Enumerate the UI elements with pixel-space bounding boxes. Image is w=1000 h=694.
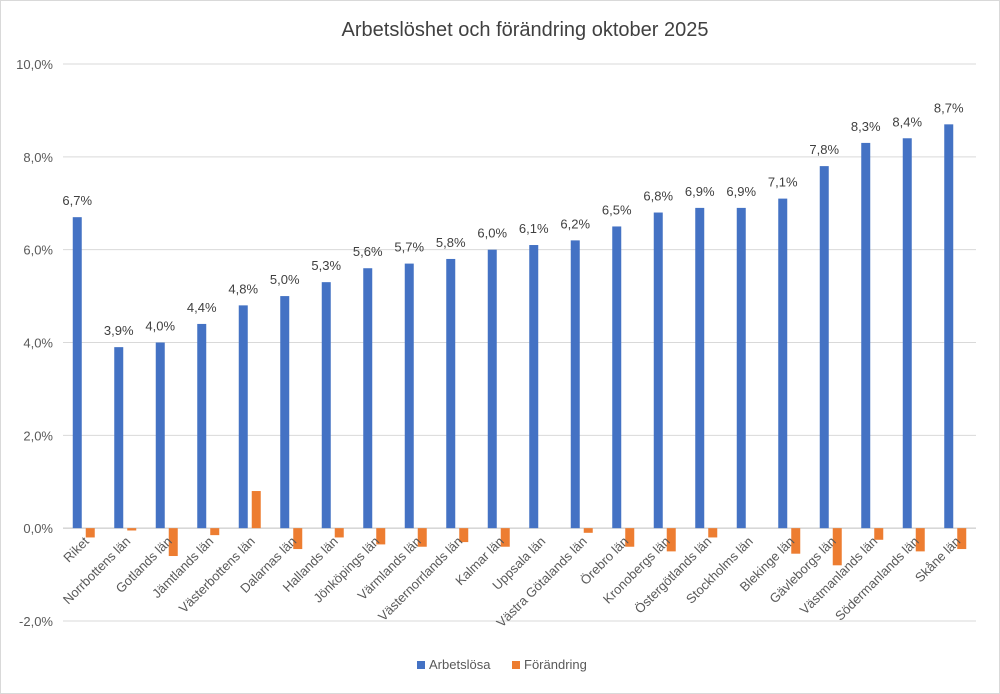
bar-forandring — [417, 528, 427, 547]
data-label: 6,0% — [477, 226, 507, 241]
bar-arbetslosa — [612, 226, 622, 529]
bar-arbetslosa — [653, 212, 663, 529]
bar-forandring — [666, 528, 676, 552]
bar-arbetslosa — [529, 245, 539, 529]
bar-arbetslosa — [819, 166, 829, 529]
data-label: 7,1% — [768, 175, 798, 190]
y-axis: -2,0% 0,0% 2,0% 4,0% 6,0% 8,0% 10,0% — [16, 57, 53, 629]
legend-swatch-arbetslosa — [417, 661, 425, 669]
bar-forandring — [251, 491, 261, 529]
bar-arbetslosa — [238, 305, 248, 529]
bar-arbetslosa — [736, 207, 746, 529]
bar-forandring — [334, 528, 344, 538]
bar-arbetslosa — [487, 249, 497, 529]
bar-forandring — [832, 528, 842, 566]
y-tick-label: 10,0% — [16, 57, 53, 72]
data-label: 6,9% — [685, 184, 715, 199]
bar-arbetslosa — [446, 258, 456, 529]
data-label: 6,8% — [643, 189, 673, 204]
bar-arbetslosa — [155, 342, 165, 529]
y-tick-label: 6,0% — [23, 243, 53, 258]
bar-arbetslosa — [72, 217, 82, 529]
data-labels: 6,7% 3,9% 4,0% 4,4% 4,8% 5,0% 5,3% 5,6% 5,7% 5,8%… — [62, 100, 964, 338]
bar-arbetslosa — [197, 323, 207, 529]
x-tick-label: Riket — [60, 533, 92, 565]
data-label: 6,1% — [519, 221, 549, 236]
data-label: 6,5% — [602, 202, 632, 217]
bar-arbetslosa — [321, 282, 331, 529]
bar-arbetslosa — [363, 268, 373, 529]
bar-arbetslosa — [778, 198, 788, 529]
data-label: 8,7% — [934, 100, 964, 115]
bar-forandring — [459, 528, 469, 543]
bar-arbetslosa — [944, 124, 954, 529]
bar-forandring — [625, 528, 635, 547]
bar-forandring — [915, 528, 925, 552]
bar-forandring — [293, 528, 303, 550]
data-label: 8,4% — [892, 114, 922, 129]
bars — [72, 124, 967, 566]
data-label: 7,8% — [809, 142, 839, 157]
legend-label-forandring: Förändring — [524, 657, 587, 672]
data-label: 3,9% — [104, 323, 134, 338]
data-label: 5,6% — [353, 244, 383, 259]
chart-title: Arbetslöshet och förändring oktober 2025 — [342, 19, 709, 41]
bar-arbetslosa — [902, 138, 912, 529]
bar-forandring — [85, 528, 95, 538]
bar-forandring — [500, 528, 510, 547]
bar-forandring — [168, 528, 178, 557]
bar-arbetslosa — [861, 142, 871, 529]
data-label: 5,7% — [394, 240, 424, 255]
bar-forandring — [957, 528, 967, 550]
data-label: 5,0% — [270, 272, 300, 287]
x-tick-label: Västerbottens län — [176, 534, 258, 616]
y-tick-label: 2,0% — [23, 428, 53, 443]
data-label: 5,8% — [436, 235, 466, 250]
bar-forandring — [376, 528, 386, 545]
data-label: 4,8% — [228, 281, 258, 296]
data-label: 6,2% — [560, 216, 590, 231]
bar-forandring — [874, 528, 884, 540]
data-label: 4,4% — [187, 300, 217, 315]
legend-label-arbetslosa: Arbetslösa — [429, 657, 491, 672]
bar-forandring — [583, 528, 593, 533]
y-tick-label: -2,0% — [19, 614, 53, 629]
bar-forandring — [708, 528, 718, 538]
y-tick-label: 8,0% — [23, 150, 53, 165]
data-label: 6,9% — [726, 184, 756, 199]
bar-forandring — [210, 528, 220, 536]
data-label: 4,0% — [145, 319, 175, 334]
bar-arbetslosa — [695, 207, 705, 529]
y-tick-label: 4,0% — [23, 336, 53, 351]
data-label: 6,7% — [62, 193, 92, 208]
bar-arbetslosa — [570, 240, 580, 529]
bar-arbetslosa — [114, 347, 124, 529]
data-label: 8,3% — [851, 119, 881, 134]
legend-swatch-forandring — [512, 661, 520, 669]
y-tick-label: 0,0% — [23, 521, 53, 536]
bar-arbetslosa — [404, 263, 414, 529]
bar-forandring — [791, 528, 801, 554]
data-label: 5,3% — [311, 258, 341, 273]
bar-arbetslosa — [280, 296, 290, 529]
legend: Arbetslösa Förändring — [417, 657, 587, 672]
bar-forandring — [127, 528, 137, 531]
